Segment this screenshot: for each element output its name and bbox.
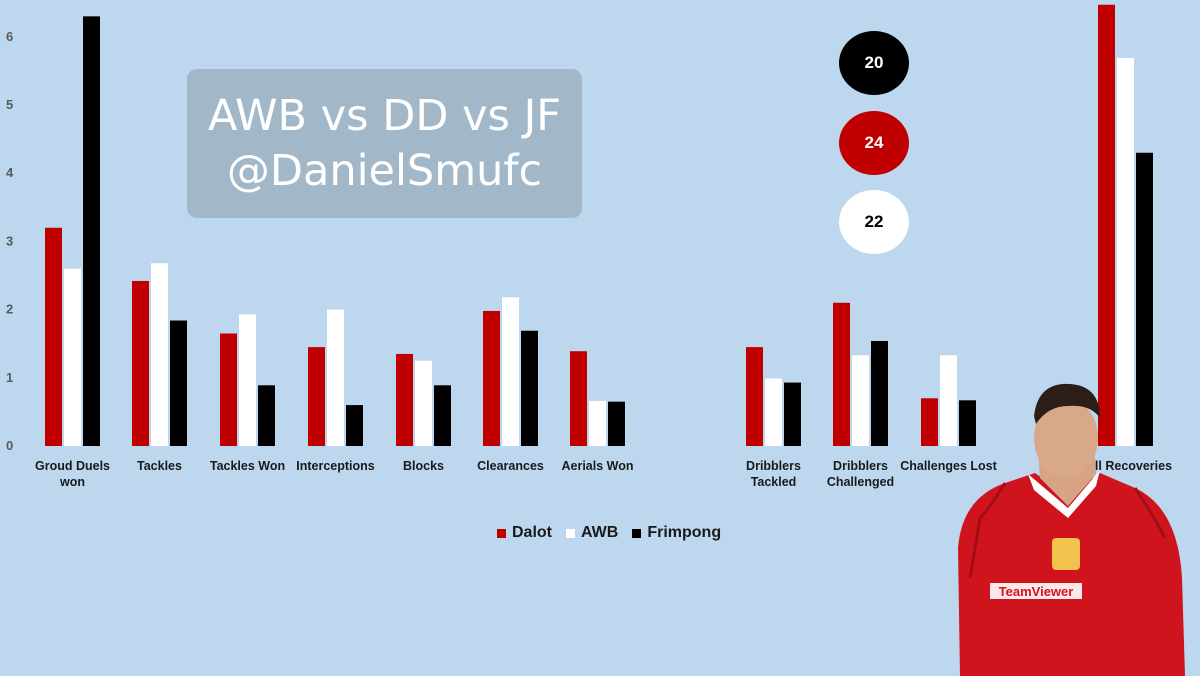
bar-awb [765,378,782,446]
bar-awb [852,355,869,446]
bar-frimpong [1136,152,1153,447]
bars [45,4,1153,447]
category-labels: Groud Duels won Tackles Tackles Won Intercep… [35,459,1172,489]
category-label: Aerials Won [561,459,633,473]
bar-frimpong [521,330,538,446]
legend-label-dalot: Dalot [512,524,552,541]
bar-dalot [833,302,850,446]
bar-dalot [132,280,149,446]
bar-dalot [570,351,587,446]
category-label: Blocks [403,459,444,473]
title-box: AWB vs DD vs JF @DanielSmufc [187,69,582,218]
bar-dalot [45,227,62,446]
category-label: Clearances [477,459,544,473]
category-label: Interceptions [296,459,375,473]
category-label: Dribblers Challenged [827,459,894,489]
legend-swatch-frimpong [632,528,642,538]
bar-awb [1117,57,1134,446]
bar-awb [64,268,81,446]
legend-item-awb: AWB [566,524,618,542]
legend-swatch-dalot [497,528,506,538]
bar-awb [589,400,606,446]
category-label: Dribblers Tackled [746,459,801,489]
bar-frimpong [434,385,451,446]
bar-frimpong [258,385,275,446]
y-tick-label: 6 [6,29,13,44]
legend: Dalot AWB Frimpong [497,524,721,542]
category-label: Challenges Lost [900,459,997,473]
category-label: Tackles Won [210,459,285,473]
bar-dalot [308,347,325,446]
bar-awb [940,355,957,446]
legend-label-awb: AWB [581,524,619,541]
stat-circle-white: 22 [839,190,909,254]
bar-frimpong [170,320,187,446]
category-label: Tackles [137,459,182,473]
bar-dalot [396,353,413,446]
bar-frimpong [784,382,801,446]
player-image: TeamViewer [958,383,1185,676]
svg-text:TeamViewer: TeamViewer [999,584,1074,599]
y-tick-label: 2 [6,302,13,317]
bar-frimpong [83,16,100,447]
legend-label-frimpong: Frimpong [647,524,722,541]
title-line-1: AWB vs DD vs JF [207,90,562,141]
legend-swatch-awb [566,528,575,538]
y-tick-label: 0 [6,438,13,453]
stat-circle-red: 24 [839,111,909,175]
bar-frimpong [346,405,363,446]
bar-frimpong [871,340,888,446]
bar-awb [151,263,168,446]
y-tick-label: 3 [6,233,13,248]
y-tick-label: 4 [6,165,14,180]
legend-item-frimpong: Frimpong [632,524,721,542]
bar-frimpong [608,401,625,446]
bar-frimpong [959,400,976,446]
category-label: Ball Recoveries [1079,459,1172,473]
bar-awb [327,309,344,446]
bar-dalot [921,398,938,446]
legend-item-dalot: Dalot [497,524,552,542]
bar-awb [239,314,256,446]
y-tick-label: 5 [6,97,13,112]
bar-dalot [746,347,763,446]
stat-circle-black: 20 [839,31,909,95]
bar-dalot [220,333,237,446]
bar-dalot [1098,4,1115,446]
y-tick-label: 1 [6,370,13,385]
bar-dalot [483,310,500,446]
bar-awb [415,360,432,446]
title-line-2: @DanielSmufc [226,145,543,196]
y-axis-ticks: 0 1 2 3 4 5 6 [6,29,14,453]
bar-awb [502,297,519,446]
category-label: Groud Duels won [35,459,110,489]
